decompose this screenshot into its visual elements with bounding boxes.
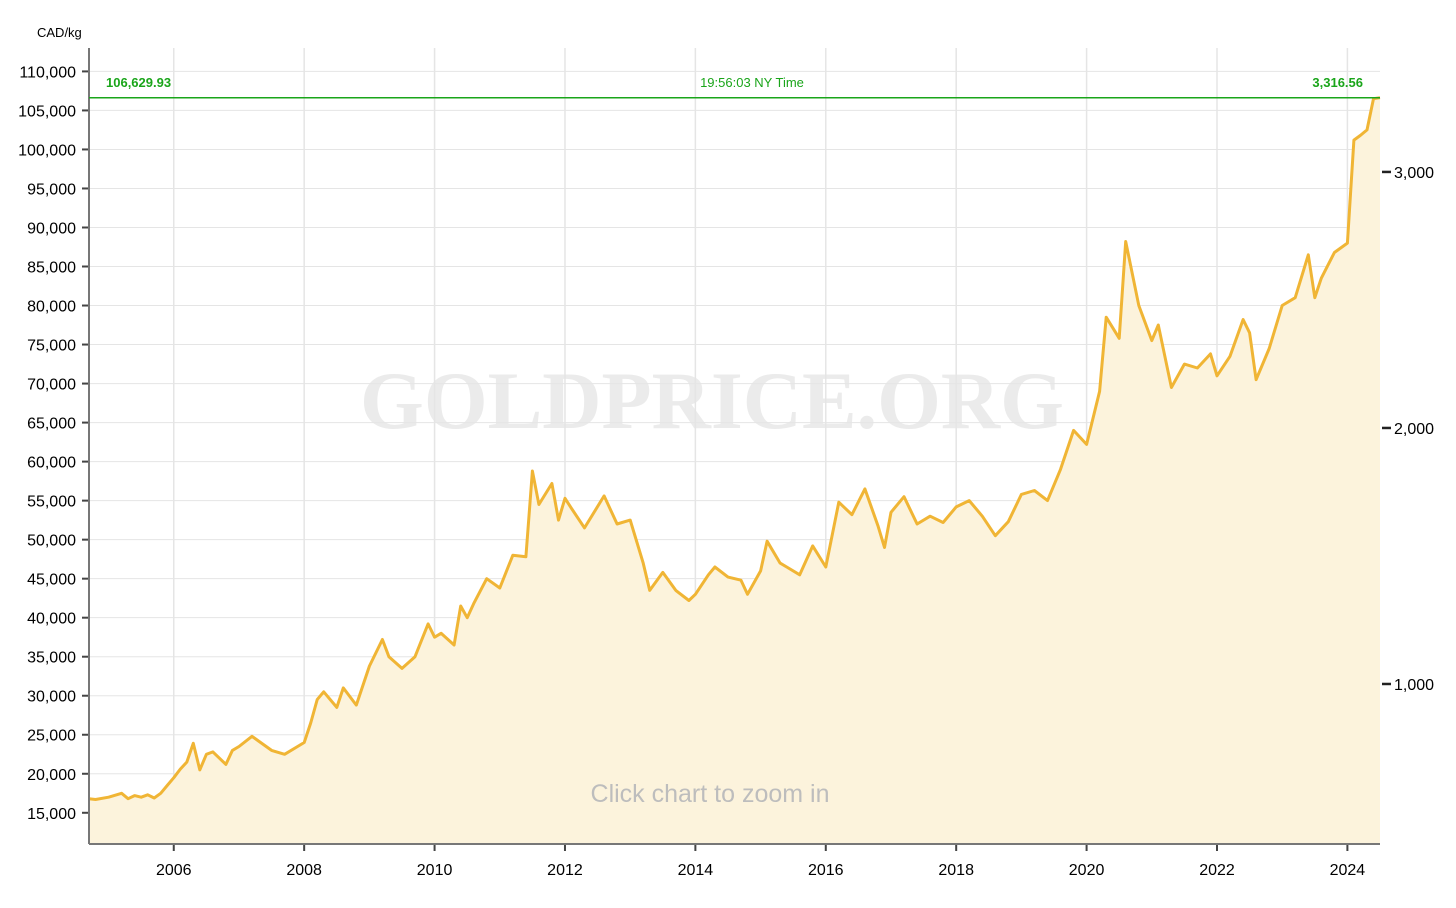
x-tick-label: 2006: [156, 862, 192, 879]
y-tick-label: 70,000: [27, 377, 76, 394]
series-layer: [88, 96, 1381, 844]
x-tick-label: 2018: [938, 862, 974, 879]
zoom-hint[interactable]: Click chart to zoom in: [591, 780, 830, 808]
y-tick-label: 90,000: [27, 220, 76, 237]
x-tick-label: 2012: [547, 862, 583, 879]
y-tick-label: 105,000: [18, 103, 76, 120]
y-tick-label: 85,000: [27, 260, 76, 277]
x-tick-label: 2010: [417, 862, 453, 879]
axes: 15,000 20,000 25,000 30,000 35,000 40,000 45,0…: [18, 48, 1434, 879]
right-tick-label: 1,000: [1394, 677, 1434, 694]
y-tick-label: 65,000: [27, 416, 76, 433]
y-tick-label: 50,000: [27, 533, 76, 550]
y-unit-label: CAD/kg: [37, 25, 82, 40]
y-tick-label: 95,000: [27, 181, 76, 198]
y-tick-label: 20,000: [27, 767, 76, 784]
x-tick-label: 2014: [678, 862, 714, 879]
y-tick-label: 55,000: [27, 494, 76, 511]
current-time: 19:56:03 NY Time: [700, 75, 804, 90]
y-tick-label: 30,000: [27, 689, 76, 706]
current-value-left: 106,629.93: [106, 75, 171, 90]
x-tick-label: 2008: [286, 862, 322, 879]
series-area: [89, 97, 1380, 844]
current-value-right: 3,316.56: [1312, 75, 1363, 90]
y-tick-label: 80,000: [27, 299, 76, 316]
right-tick-label: 3,000: [1394, 165, 1434, 182]
x-tick-label: 2024: [1330, 862, 1366, 879]
y-tick-label: 110,000: [19, 64, 76, 81]
x-tick-label: 2020: [1069, 862, 1105, 879]
right-tick-label: 2,000: [1394, 421, 1434, 438]
series-line: [88, 96, 1381, 801]
x-tick-label: 2022: [1199, 862, 1235, 879]
y-tick-label: 25,000: [27, 728, 76, 745]
watermark: GOLDPRICE.ORG: [360, 355, 1064, 446]
y-tick-label: 15,000: [27, 806, 76, 823]
y-tick-label: 45,000: [27, 572, 76, 589]
x-tick-label: 2016: [808, 862, 844, 879]
y-tick-label: 75,000: [27, 338, 76, 355]
y-tick-label: 100,000: [18, 142, 76, 159]
y-tick-label: 35,000: [27, 650, 76, 667]
y-tick-label: 60,000: [27, 455, 76, 472]
y-tick-label: 40,000: [27, 611, 76, 628]
